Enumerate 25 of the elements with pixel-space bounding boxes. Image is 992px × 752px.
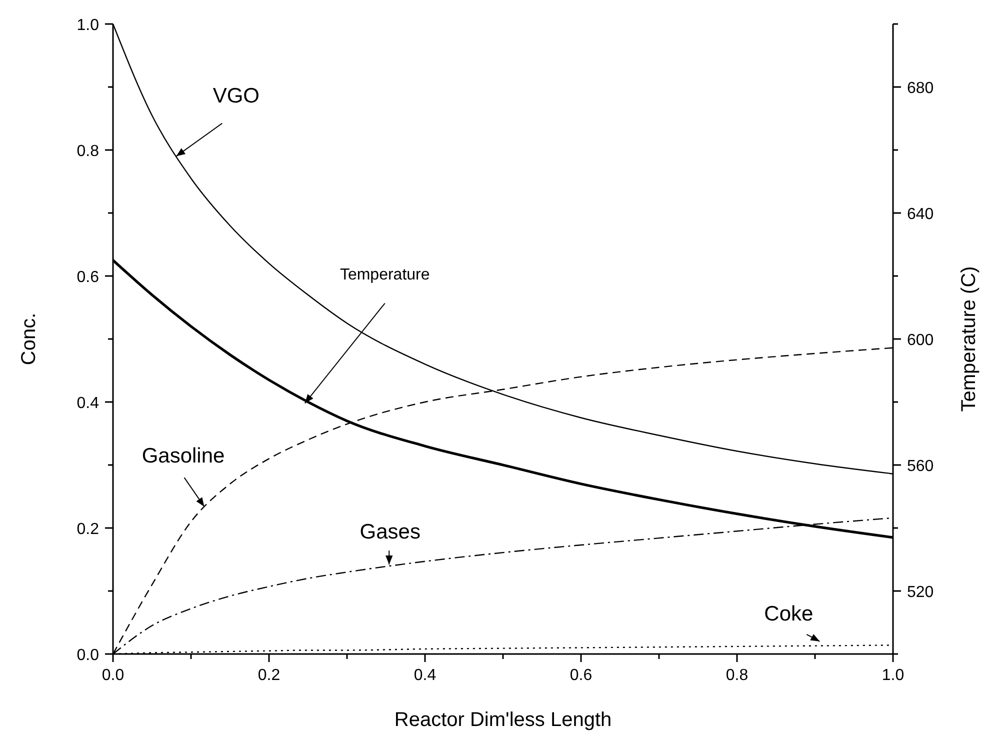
x-tick-label: 1.0 xyxy=(882,667,904,684)
y2-tick-label: 640 xyxy=(907,206,934,223)
y-tick-label: 0.6 xyxy=(76,269,100,286)
x-tick-label: 0.4 xyxy=(414,667,436,684)
annotation: VGO xyxy=(212,84,260,108)
x-tick-label: 0.8 xyxy=(726,667,748,684)
y-tick-label: 1.0 xyxy=(76,17,100,34)
y2-tick-label: 560 xyxy=(907,458,934,475)
x-tick-label: 0.2 xyxy=(258,667,280,684)
x-tick-label: 0.6 xyxy=(570,667,592,684)
annotation: Coke xyxy=(764,602,814,626)
y2-tick-label: 520 xyxy=(907,584,934,601)
y2-tick-label: 680 xyxy=(907,80,934,97)
annotation: Gases xyxy=(360,520,420,544)
y2-axis-title: Temperature (C) xyxy=(958,266,980,412)
annotation: Gasoline xyxy=(142,444,225,468)
annotation: Temperature xyxy=(340,266,430,284)
y2-tick-label: 600 xyxy=(907,332,934,349)
y-tick-label: 0.8 xyxy=(76,143,100,160)
y-tick-label: 0.4 xyxy=(76,395,100,412)
y-tick-label: 0.0 xyxy=(76,647,100,664)
y-tick-label: 0.2 xyxy=(76,521,100,538)
x-tick-label: 0.0 xyxy=(102,667,124,684)
x-axis-title: Reactor Dim'less Length xyxy=(394,709,612,731)
y-axis-title: Conc. xyxy=(18,312,40,366)
